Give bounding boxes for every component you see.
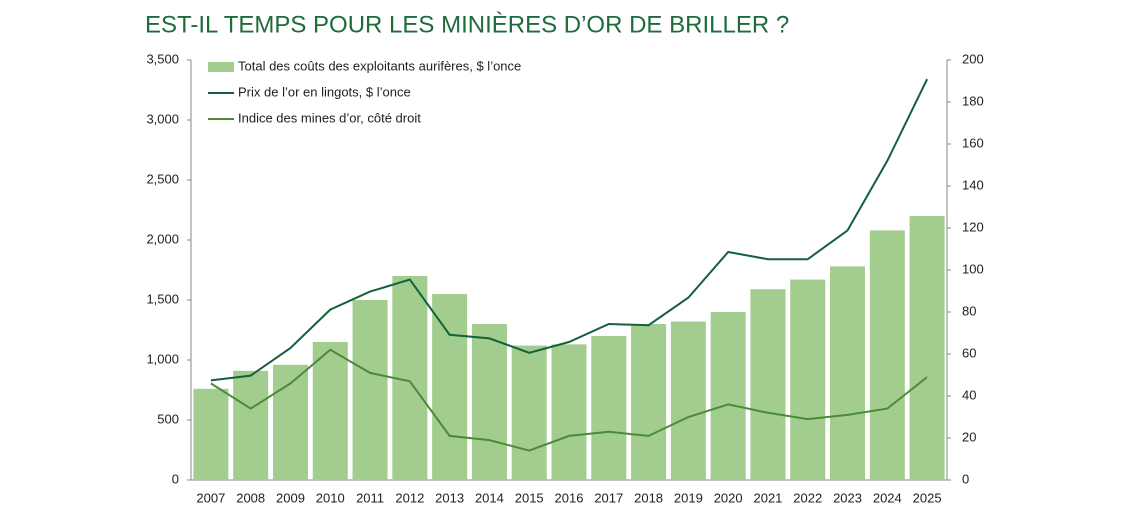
x-tick-label: 2019 <box>674 490 703 505</box>
bar <box>631 324 667 480</box>
x-tick-label: 2016 <box>555 490 584 505</box>
x-tick-label: 2021 <box>753 490 782 505</box>
bar <box>193 388 229 480</box>
bar <box>233 370 269 480</box>
bar <box>352 300 388 480</box>
y-tick-label: 1,000 <box>146 351 179 366</box>
y-tick-label: 0 <box>172 471 179 486</box>
x-tick-label: 2023 <box>833 490 862 505</box>
x-tick-label: 2024 <box>873 490 902 505</box>
x-tick-label: 2017 <box>594 490 623 505</box>
bar <box>750 289 786 480</box>
legend-label: Indice des mines d’or, côté droit <box>238 110 421 125</box>
y-tick-label: 2,000 <box>146 231 179 246</box>
y2-tick-label: 80 <box>962 303 976 318</box>
y2-tick-label: 100 <box>962 261 984 276</box>
x-tick-label: 2007 <box>196 490 225 505</box>
y-tick-label: 500 <box>157 411 179 426</box>
x-tick-label: 2018 <box>634 490 663 505</box>
bar <box>551 344 587 480</box>
x-tick-label: 2012 <box>395 490 424 505</box>
y2-tick-label: 160 <box>962 135 984 150</box>
x-tick-label: 2013 <box>435 490 464 505</box>
bar <box>312 342 348 480</box>
legend-swatch <box>208 62 234 72</box>
x-tick-label: 2010 <box>316 490 345 505</box>
x-tick-label: 2015 <box>515 490 544 505</box>
x-tick-label: 2022 <box>793 490 822 505</box>
legend-label: Total des coûts des exploitants aurifère… <box>238 58 521 73</box>
y2-tick-label: 20 <box>962 429 976 444</box>
y2-tick-label: 40 <box>962 387 976 402</box>
bar <box>710 312 746 480</box>
bar <box>830 266 866 480</box>
bar <box>272 364 308 480</box>
bar <box>909 216 945 480</box>
y-tick-label: 2,500 <box>146 171 179 186</box>
y2-tick-label: 60 <box>962 345 976 360</box>
line <box>210 348 928 452</box>
bar <box>511 345 547 480</box>
legend-label: Prix de l’or en lingots, $ l’once <box>238 84 411 99</box>
chart-title: EST-IL TEMPS POUR LES MINIÈRES D’OR DE B… <box>145 11 789 38</box>
bar <box>670 321 706 480</box>
bar <box>471 324 507 480</box>
y-tick-label: 1,500 <box>146 291 179 306</box>
x-tick-label: 2014 <box>475 490 504 505</box>
bar <box>790 279 826 480</box>
y2-tick-label: 120 <box>962 219 984 234</box>
y-tick-label: 3,000 <box>146 111 179 126</box>
y2-tick-label: 0 <box>962 471 969 486</box>
x-tick-label: 2020 <box>714 490 743 505</box>
y-tick-label: 3,500 <box>146 51 179 66</box>
x-tick-label: 2009 <box>276 490 305 505</box>
y2-tick-label: 140 <box>962 177 984 192</box>
bar <box>432 294 468 480</box>
bar <box>591 336 627 480</box>
line <box>210 78 929 382</box>
y2-tick-label: 200 <box>962 51 984 66</box>
x-tick-label: 2008 <box>236 490 265 505</box>
y2-tick-label: 180 <box>962 93 984 108</box>
x-tick-label: 2025 <box>913 490 942 505</box>
x-tick-label: 2011 <box>356 490 384 505</box>
bar <box>869 230 905 480</box>
